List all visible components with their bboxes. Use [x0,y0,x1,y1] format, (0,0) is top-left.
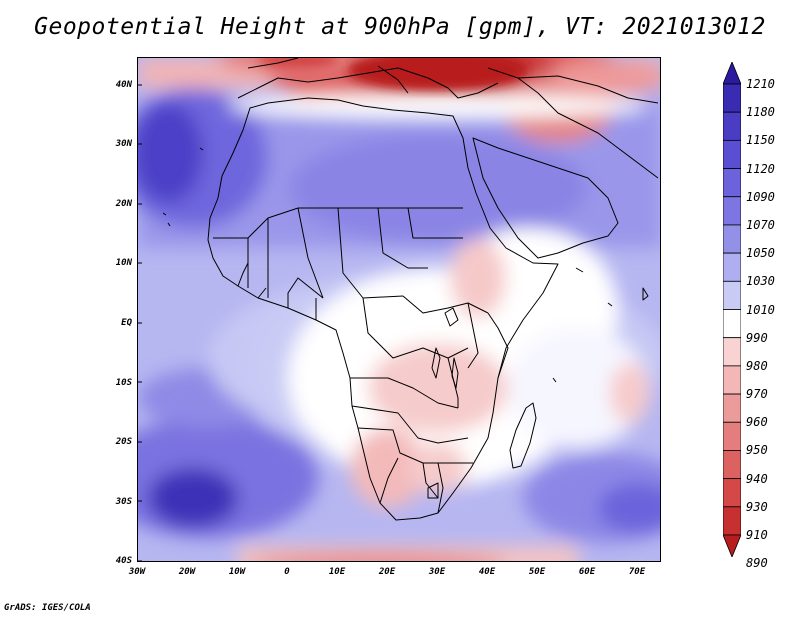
colorbar-label: 1120 [746,161,775,176]
geopotential-map [138,58,660,561]
colorbar-cell [723,421,741,451]
lat-label-30s: 30S [115,497,132,507]
colorbar-cell [723,506,741,536]
colorbar-label: 940 [746,471,768,486]
colorbar-cell [723,478,741,508]
colorbar-top-arrow [723,62,741,85]
lat-label-20s: 20S [115,437,132,447]
colorbar-label: 1150 [746,133,775,148]
lon-label-60e: 60E [578,567,596,577]
colorbar-label: 910 [746,528,768,542]
lat-label-30n: 30N [115,139,132,149]
map-panel [137,57,661,562]
colorbar-cell [723,111,741,141]
lat-label-10n: 10N [115,258,132,268]
page-title: Geopotential Height at 900hPa [gpm], VT:… [34,14,766,40]
lon-label-50e: 50E [528,567,546,577]
colorbar-cell [723,450,741,480]
colorbar-cell [723,196,741,226]
colorbar-cell [723,280,741,310]
colorbar-label: 1010 [746,302,775,317]
colorbar-cell [723,309,741,339]
colorbar-label: 890 [746,556,768,571]
lat-label-eq: EQ [121,318,132,328]
lon-label-40e: 40E [478,567,496,577]
frame-ticks [138,84,142,561]
colorbar-label: 1210 [746,77,775,91]
colorbar-cell [723,393,741,423]
north-low-core [258,58,528,90]
lat-label-40s: 40S [115,556,132,566]
colorbar-cell [723,252,741,282]
colorbar-label: 980 [746,358,768,373]
colorbar-label: 1180 [746,105,775,120]
colorbar-cell [723,168,741,198]
colorbar-label: 1090 [746,189,775,204]
lat-label-10s: 10S [115,378,132,388]
lon-label-70e: 70E [628,567,646,577]
coastlines [162,58,659,521]
colorbar-label: 960 [746,415,768,430]
colorbar-bottom-arrow [723,534,741,557]
colorbar-label: 930 [746,499,768,514]
colorbar-label: 1070 [746,217,775,232]
colorbar-label: 950 [746,443,768,458]
lat-label-20n: 20N [115,199,132,209]
lon-label-10w: 10W [228,567,246,577]
colorbar [723,62,741,557]
lon-label-20w: 20W [178,567,196,577]
lon-label-30w: 30W [128,567,146,577]
colorbar-label: 970 [746,387,768,402]
lon-label-30e: 30E [428,567,446,577]
lon-label-10e: 10E [328,567,346,577]
lon-label-0: 0 [284,567,290,577]
colorbar-cell [723,139,741,169]
grads-credit: GrADS: IGES/COLA [4,603,91,613]
colorbar-label: 1050 [746,246,775,261]
colorbar-cell [723,83,741,113]
lat-label-40n: 40N [115,80,132,90]
colorbar-cell [723,224,741,254]
colorbar-cell [723,365,741,395]
colorbar-cell [723,337,741,367]
colorbar-label: 990 [746,330,768,345]
colorbar-label: 1030 [746,274,775,289]
lon-label-20e: 20E [378,567,396,577]
